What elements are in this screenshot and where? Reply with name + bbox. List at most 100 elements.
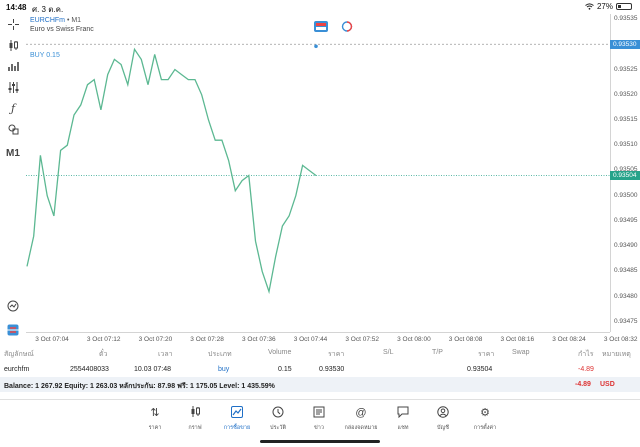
col-swap[interactable]: Swap <box>512 349 530 356</box>
price-tick-label: 0.93500 <box>614 191 638 199</box>
nav-mailbox[interactable]: @ กล่องจดหมาย <box>341 406 381 432</box>
col-sl[interactable]: S/L <box>383 349 394 356</box>
row-type: buy <box>218 366 230 373</box>
table-row[interactable]: eurchfm 2554408033 10.03 07:48 buy 0.15 … <box>0 362 640 378</box>
col-time[interactable]: เวลา <box>158 351 173 358</box>
balance-row: Balance: 1 267.92 Equity: 1 263.03 หลักป… <box>0 377 640 392</box>
trade-panel-icon[interactable] <box>5 322 21 338</box>
news-icon <box>299 406 339 420</box>
nav-settings-label: การตั้งค่า <box>473 425 497 431</box>
clock-icon[interactable] <box>5 298 21 314</box>
row-symbol: eurchfm <box>4 366 30 373</box>
wifi-icon <box>585 3 594 10</box>
account-currency: USD <box>600 381 615 388</box>
nav-account[interactable]: บัญชี <box>423 406 463 432</box>
col-ticket[interactable]: ตั๋ว <box>99 351 108 358</box>
nav-settings[interactable]: ⚙ การตั้งค่า <box>465 406 505 432</box>
nav-quotes-label: ราคา <box>148 425 162 431</box>
objects-icon[interactable] <box>5 121 21 137</box>
price-tick-label: 0.93535 <box>614 15 638 23</box>
col-profit[interactable]: กำไร <box>578 351 594 358</box>
time-tick-label: 3 Oct 07:52 <box>345 336 379 343</box>
total-profit: -4.89 <box>575 381 591 388</box>
candlestick-icon[interactable] <box>5 37 21 53</box>
battery-fill <box>618 5 622 8</box>
history-icon <box>258 406 298 420</box>
nav-news-label: ข่าว <box>314 425 324 431</box>
chart-timeframe: • M1 <box>66 17 82 24</box>
nav-trade[interactable]: การซื้อขาย <box>217 406 257 432</box>
nav-chart-label: กราฟ <box>188 425 202 431</box>
col-comment[interactable]: หมายเหตุ <box>602 351 631 358</box>
time-tick-label: 3 Oct 08:08 <box>448 336 483 343</box>
status-bar: 14:48 ศ. 3 ต.ค. 27% <box>0 0 640 14</box>
price-tick-label: 0.93525 <box>614 65 638 73</box>
chart-symbol-line: EURCHFm • M1 <box>30 16 94 25</box>
col-tp[interactable]: T/P <box>432 349 443 356</box>
price-tick-label: 0.93515 <box>614 116 638 123</box>
time-tick-label: 3 Oct 07:28 <box>190 336 224 343</box>
battery-percent: 27% <box>596 2 613 11</box>
chart-description: Euro vs Swiss Franc <box>30 26 94 33</box>
col-symbol[interactable]: สัญลักษณ์ <box>4 351 34 358</box>
left-toolbar: ƒ M1 <box>0 14 26 340</box>
trade-icon <box>217 406 257 420</box>
price-tick-label: 0.93520 <box>614 90 638 98</box>
account-icon <box>423 406 463 420</box>
battery-icon <box>616 3 632 10</box>
mailbox-icon: @ <box>355 407 367 419</box>
time-tick-label: 3 Oct 07:12 <box>86 336 121 343</box>
row-ticket: 2554408033 <box>70 366 109 373</box>
chart-header: EURCHFm • M1 Euro vs Swiss Franc <box>30 16 94 34</box>
one-click-trading-icon[interactable] <box>314 19 328 32</box>
row-open-price: 0.93530 <box>319 366 345 373</box>
time-tick-label: 3 Oct 07:44 <box>293 336 328 343</box>
col-open-price[interactable]: ราคา <box>328 351 345 358</box>
chat-icon <box>383 406 423 420</box>
price-tick-label: 0.93475 <box>614 317 638 325</box>
nav-news[interactable]: ข่าว <box>299 406 339 432</box>
price-tick-label: 0.93495 <box>614 216 638 224</box>
chart-icon <box>175 406 215 420</box>
nav-chat-label: แชท <box>397 425 409 431</box>
time-tick-label: 3 Oct 08:32 <box>603 336 638 343</box>
indicators-icon[interactable] <box>5 58 21 74</box>
chart-symbol: EURCHFm <box>30 17 65 24</box>
function-icon[interactable]: ƒ <box>10 101 16 115</box>
col-volume[interactable]: Volume <box>268 349 292 356</box>
balance-summary: Balance: 1 267.92 Equity: 1 263.03 หลักป… <box>4 383 275 390</box>
buy-entry-point[interactable] <box>314 44 318 49</box>
col-type[interactable]: ประเภท <box>208 351 232 358</box>
price-tick-label: 0.93505 <box>614 166 638 174</box>
price-series-line <box>26 47 317 295</box>
nav-history[interactable]: ประวัติ <box>258 406 298 432</box>
buy-order-label[interactable]: BUY 0.15 <box>30 52 60 59</box>
time-tick-label: 3 Oct 08:00 <box>397 336 431 343</box>
time-tick-label: 3 Oct 08:24 <box>552 336 586 343</box>
home-indicator <box>260 440 380 443</box>
status-right: 27% <box>585 2 632 11</box>
nav-trade-label: การซื้อขาย <box>223 425 251 431</box>
buy-price-tag: 0.93530 <box>610 39 640 49</box>
settings-sliders-icon[interactable] <box>5 79 21 95</box>
signal-indicator-icon[interactable] <box>340 19 354 32</box>
nav-chart[interactable]: กราฟ <box>175 406 215 432</box>
time-axis <box>26 332 610 344</box>
nav-quotes[interactable]: ⇅ ราคา <box>135 406 175 432</box>
row-profit: -4.89 <box>578 366 594 373</box>
col-price[interactable]: ราคา <box>478 351 495 358</box>
price-tick-label: 0.93480 <box>614 292 638 300</box>
price-tick-label: 0.93510 <box>614 141 638 149</box>
current-price-tag: 0.93504 <box>610 171 640 181</box>
settings-icon: ⚙ <box>480 407 490 419</box>
nav-chat[interactable]: แชท <box>383 406 423 432</box>
nav-mailbox-label: กล่องจดหมาย <box>344 425 378 431</box>
row-time: 10.03 07:48 <box>134 366 171 373</box>
price-chart[interactable] <box>26 14 610 332</box>
price-tick-label: 0.93485 <box>614 267 638 275</box>
crosshair-icon[interactable] <box>5 16 21 32</box>
timeframe-button[interactable]: M1 <box>6 147 20 159</box>
status-time: 14:48 <box>6 3 27 12</box>
chart-area[interactable] <box>26 14 610 332</box>
time-tick-label: 3 Oct 07:20 <box>138 336 173 343</box>
